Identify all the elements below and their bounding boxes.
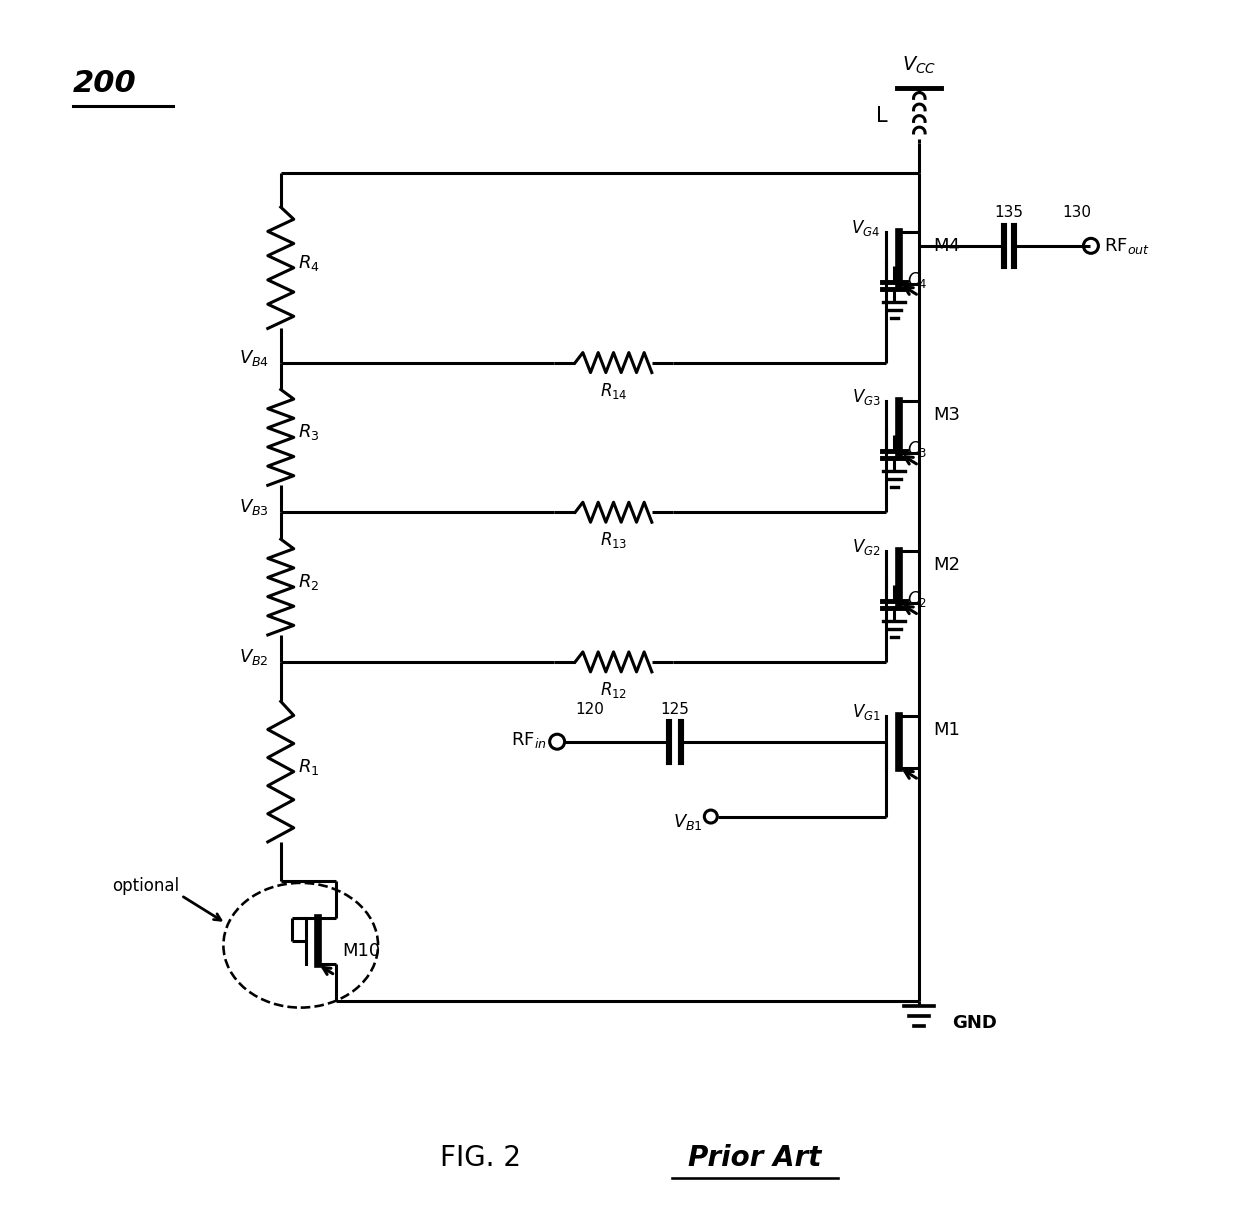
Text: M4: M4 [934,237,960,255]
Text: $C_4$: $C_4$ [908,270,928,290]
Text: 130: 130 [1063,205,1091,220]
Text: $V_{CC}$: $V_{CC}$ [903,55,936,76]
Text: 135: 135 [994,205,1023,220]
Text: $V_{B4}$: $V_{B4}$ [238,347,269,368]
Text: $R_1$: $R_1$ [298,757,319,777]
Text: RF$_{out}$: RF$_{out}$ [1104,236,1149,256]
Text: M10: M10 [342,942,381,961]
Text: $C_2$: $C_2$ [908,589,928,609]
Text: 120: 120 [575,702,605,717]
Text: M1: M1 [934,720,960,739]
Text: $V_{B1}$: $V_{B1}$ [673,811,703,832]
Text: 200: 200 [73,69,136,98]
Text: $V_{G2}$: $V_{G2}$ [852,537,880,557]
Text: optional: optional [113,877,180,896]
Text: $R_{12}$: $R_{12}$ [600,680,627,699]
Text: $R_4$: $R_4$ [298,253,320,272]
Text: M3: M3 [934,406,960,425]
Text: $V_{G4}$: $V_{G4}$ [852,218,880,238]
Text: FIG. 2: FIG. 2 [440,1144,521,1172]
Text: Prior Art: Prior Art [688,1144,821,1172]
Text: $R_2$: $R_2$ [298,572,319,593]
Text: RF$_{in}$: RF$_{in}$ [511,730,547,750]
Text: $R_{13}$: $R_{13}$ [600,530,627,550]
Text: 125: 125 [661,702,689,717]
Text: $V_{G3}$: $V_{G3}$ [852,388,880,407]
Text: M2: M2 [934,556,960,574]
Text: $R_3$: $R_3$ [298,422,319,443]
Text: $V_{B3}$: $V_{B3}$ [239,497,269,518]
Text: $V_{G1}$: $V_{G1}$ [852,702,880,721]
Text: L: L [875,106,888,125]
Text: $V_{B2}$: $V_{B2}$ [239,647,269,667]
Text: GND: GND [952,1014,997,1032]
Text: $R_{14}$: $R_{14}$ [600,380,627,400]
Text: $C_3$: $C_3$ [908,439,928,459]
